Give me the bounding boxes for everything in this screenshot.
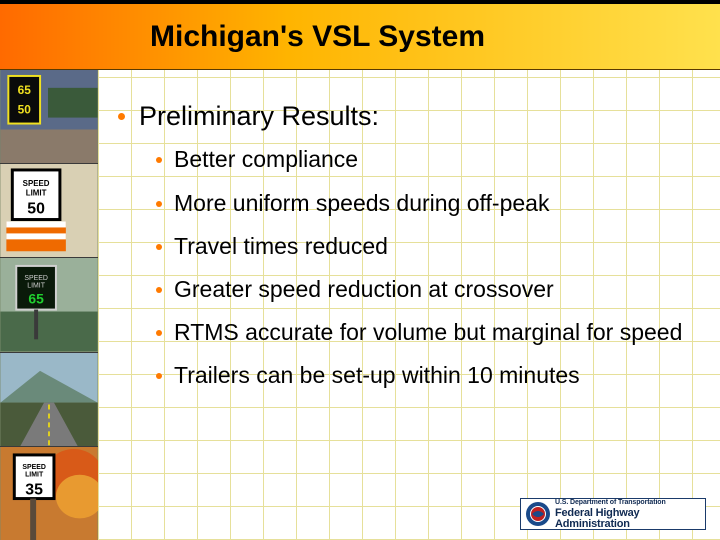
- highway-sign-icon: 65 50: [0, 70, 98, 163]
- svg-text:50: 50: [18, 103, 32, 117]
- list-item-text: Trailers can be set-up within 10 minutes: [174, 362, 580, 389]
- bullet-dot-icon: [156, 330, 162, 336]
- dot-seal-icon: [525, 501, 551, 527]
- content-area: Preliminary Results: Better compliance M…: [98, 70, 720, 540]
- list-item-text: More uniform speeds during off-peak: [174, 190, 549, 217]
- bullet-dot-icon: [156, 157, 162, 163]
- list-item: More uniform speeds during off-peak: [156, 190, 692, 217]
- svg-text:65: 65: [18, 83, 32, 97]
- scenic-highway-icon: [0, 353, 98, 446]
- left-image-column: 65 50 SPEED LIMIT 50 SPEED: [0, 70, 98, 540]
- roadside-sign-icon: SPEED LIMIT 65: [0, 258, 98, 351]
- bullet-dot-icon: [156, 244, 162, 250]
- heading-bullet: Preliminary Results:: [118, 100, 692, 132]
- svg-text:LIMIT: LIMIT: [26, 189, 47, 198]
- bullet-dot-icon: [156, 287, 162, 293]
- svg-text:LIMIT: LIMIT: [27, 283, 45, 290]
- list-item-text: RTMS accurate for volume but marginal fo…: [174, 319, 682, 346]
- list-item-text: Travel times reduced: [174, 233, 388, 260]
- sub-bullet-list: Better compliance More uniform speeds du…: [156, 146, 692, 389]
- heading-text: Preliminary Results:: [139, 100, 379, 132]
- svg-text:SPEED: SPEED: [24, 275, 48, 282]
- slide: Michigan's VSL System 65 50 SPEED LIMIT …: [0, 0, 720, 540]
- list-item-text: Better compliance: [174, 146, 358, 173]
- thumb-scenic-highway: [0, 353, 98, 447]
- list-item-text: Greater speed reduction at crossover: [174, 276, 554, 303]
- autumn-sign-icon: SPEED LIMIT 35: [0, 447, 98, 540]
- thumb-highway-vsl-sign: 65 50: [0, 70, 98, 164]
- svg-text:LIMIT: LIMIT: [25, 472, 44, 479]
- list-item: Travel times reduced: [156, 233, 692, 260]
- logo-line1: U.S. Department of Transportation: [555, 499, 701, 506]
- fhwa-logo: U.S. Department of Transportation Federa…: [520, 498, 706, 530]
- svg-text:50: 50: [27, 201, 45, 218]
- logo-text-block: U.S. Department of Transportation Federa…: [555, 499, 701, 530]
- svg-text:SPEED: SPEED: [22, 464, 46, 471]
- thumb-portable-trailer-sign: SPEED LIMIT 50: [0, 164, 98, 258]
- svg-text:65: 65: [28, 291, 44, 307]
- svg-text:35: 35: [25, 481, 43, 498]
- title-band: Michigan's VSL System: [0, 0, 720, 70]
- trailer-sign-icon: SPEED LIMIT 50: [0, 164, 98, 257]
- bullet-dot-icon: [156, 201, 162, 207]
- thumb-speed-limit-35-autumn: SPEED LIMIT 35: [0, 447, 98, 540]
- bullet-dot-icon: [156, 373, 162, 379]
- svg-text:SPEED: SPEED: [23, 179, 50, 188]
- logo-line2: Federal Highway Administration: [555, 508, 701, 530]
- list-item: RTMS accurate for volume but marginal fo…: [156, 319, 692, 346]
- bullet-dot-icon: [118, 113, 125, 120]
- list-item: Trailers can be set-up within 10 minutes: [156, 362, 692, 389]
- slide-title: Michigan's VSL System: [150, 20, 485, 54]
- thumb-roadside-vsl-65: SPEED LIMIT 65: [0, 258, 98, 352]
- list-item: Greater speed reduction at crossover: [156, 276, 692, 303]
- list-item: Better compliance: [156, 146, 692, 173]
